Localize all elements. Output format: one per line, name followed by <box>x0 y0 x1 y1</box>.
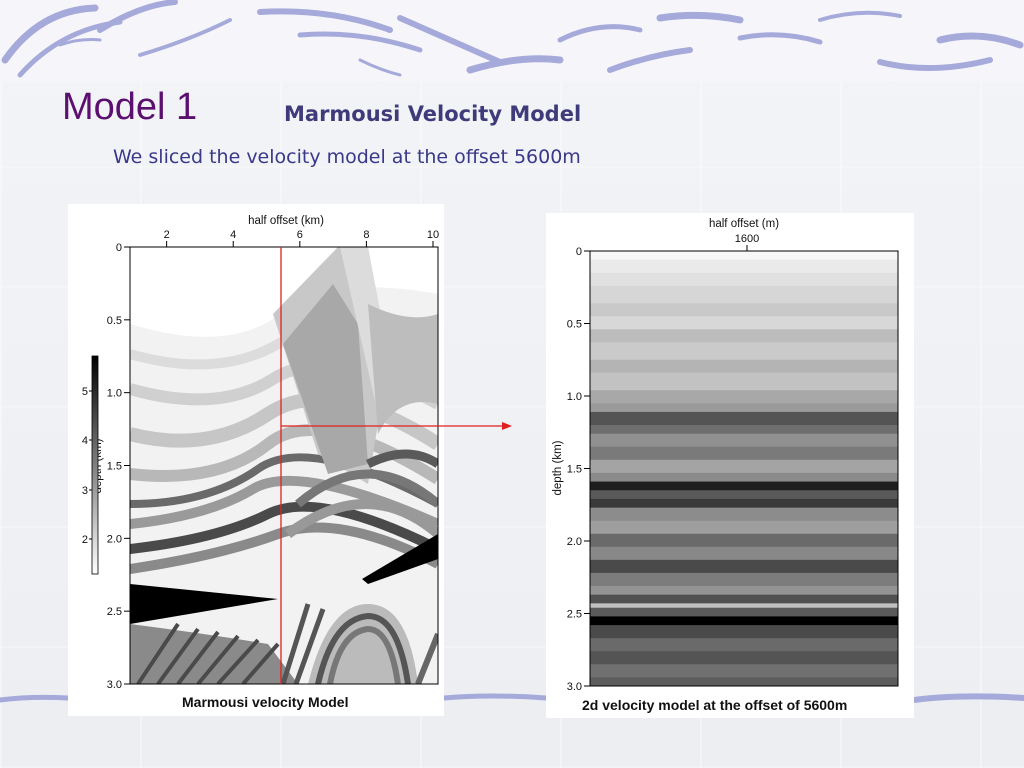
right-y-tick-label: 1.0 <box>567 391 582 403</box>
left-x-ticks: 2 4 6 8 10 <box>164 229 439 247</box>
right-y-tick-label: 1.5 <box>567 464 582 476</box>
slice-figure: half offset (m) 1600 0 0.5 1.0 1.5 2.0 2.5 3.0… <box>546 213 914 718</box>
left-y-tick-label: 3.0 <box>107 679 122 691</box>
slide-title: Model 1 <box>62 86 198 128</box>
left-x-tick-label: 6 <box>297 229 303 241</box>
right-y-tick-label: 2.0 <box>567 536 582 548</box>
right-x-axis-title: half offset (m) <box>709 218 779 230</box>
right-figure-caption: 2d velocity model at the offset of 5600m <box>582 697 848 713</box>
velocity-model-image <box>130 247 438 684</box>
right-y-axis-title: depth (km) <box>552 440 564 495</box>
right-y-tick-label: 2.5 <box>567 609 582 621</box>
left-y-tick-label: 0 <box>116 242 122 254</box>
colorbar-tick-label: 2 <box>82 534 88 546</box>
left-figure-caption: Marmousi velocity Model <box>182 694 349 710</box>
colorbar <box>91 355 99 575</box>
colorbar-tick-label: 5 <box>82 386 88 398</box>
right-y-tick-label: 0 <box>576 246 582 258</box>
slide-subtitle: We sliced the velocity model at the offs… <box>113 146 581 168</box>
left-y-tick-label: 2.0 <box>107 533 122 545</box>
left-y-tick-label: 2.5 <box>107 606 122 618</box>
right-x-tick-label: 1600 <box>735 233 759 245</box>
decorative-top-band <box>0 0 1024 82</box>
colorbar-tick-label: 3 <box>82 485 88 497</box>
left-y-tick-label: 1.5 <box>107 461 122 473</box>
right-y-tick-label: 0.5 <box>567 319 582 331</box>
left-x-tick-label: 8 <box>363 229 369 241</box>
marmousi-figure: half offset (km) 2 4 6 8 10 0 0.5 1.0 1.5 2.0 2.5… <box>68 204 444 716</box>
colorbar-tick-label: 4 <box>82 435 88 447</box>
right-y-ticks: 0 0.5 1.0 1.5 2.0 2.5 3.0 <box>567 246 590 693</box>
left-y-ticks: 0 0.5 1.0 1.5 2.0 2.5 3.0 <box>107 242 130 691</box>
slide-heading: Marmousi Velocity Model <box>284 102 582 126</box>
left-x-tick-label: 4 <box>230 229 236 241</box>
slice-velocity-image <box>590 251 898 687</box>
decorative-bottom-band <box>0 693 1024 703</box>
left-x-tick-label: 10 <box>427 229 439 241</box>
right-y-tick-label: 3.0 <box>567 681 582 693</box>
left-x-tick-label: 2 <box>164 229 170 241</box>
left-x-axis-title: half offset (km) <box>248 215 324 227</box>
left-y-tick-label: 0.5 <box>107 315 122 327</box>
colorbar-ticks: 5 4 3 2 <box>82 386 92 546</box>
left-y-tick-label: 1.0 <box>107 388 122 400</box>
